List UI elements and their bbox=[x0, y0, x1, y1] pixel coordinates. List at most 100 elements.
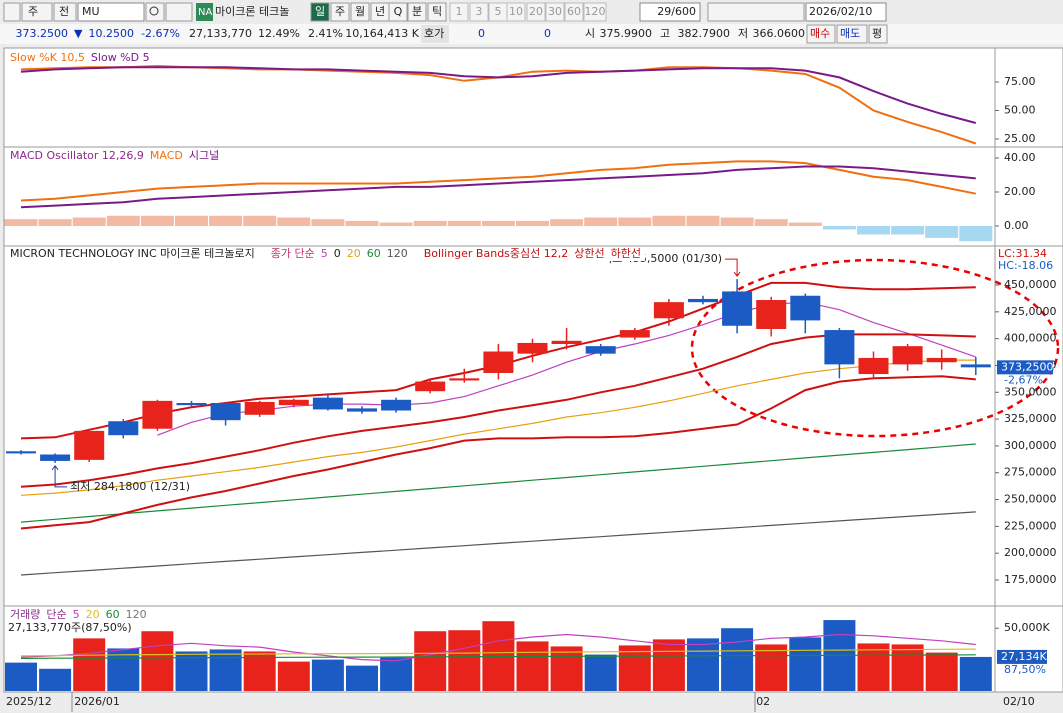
bar bbox=[687, 638, 719, 691]
bar bbox=[106, 215, 140, 226]
candle-body bbox=[176, 403, 207, 406]
open-label: 시 bbox=[585, 27, 595, 40]
candle-body bbox=[278, 399, 309, 406]
candle-body bbox=[653, 302, 684, 319]
period-select[interactable] bbox=[21, 2, 53, 22]
date-input[interactable] bbox=[805, 2, 887, 22]
bar bbox=[277, 217, 311, 226]
minute-button[interactable] bbox=[583, 2, 607, 22]
bar bbox=[652, 215, 686, 226]
bar bbox=[891, 644, 924, 691]
bar bbox=[243, 215, 277, 226]
minute-button[interactable] bbox=[545, 2, 565, 22]
avg-button[interactable] bbox=[868, 24, 888, 44]
menu-button[interactable] bbox=[3, 2, 21, 22]
bar bbox=[345, 220, 379, 226]
line bbox=[20, 654, 976, 659]
interval: 분 bbox=[412, 5, 422, 18]
change: 10.2500 bbox=[89, 27, 135, 40]
minute-button[interactable] bbox=[469, 2, 489, 22]
bar bbox=[39, 668, 72, 691]
quote-bar bbox=[0, 24, 1063, 44]
high: 382.7900 bbox=[678, 27, 731, 40]
line bbox=[20, 511, 976, 576]
symbol: MU bbox=[82, 5, 100, 18]
legend-entry: 60 bbox=[106, 608, 120, 621]
candle-body bbox=[449, 378, 480, 381]
legend-entry: 종가 단순 bbox=[271, 247, 315, 260]
minute: 20 bbox=[529, 5, 543, 18]
bar bbox=[891, 225, 925, 235]
minute-button[interactable] bbox=[449, 2, 469, 22]
bar bbox=[652, 639, 685, 691]
y-tick-label: 425,0000 bbox=[1004, 305, 1057, 318]
bar bbox=[38, 219, 72, 226]
minute-button[interactable] bbox=[526, 2, 546, 22]
legend-entry: 0 bbox=[334, 247, 341, 260]
minute: 10 bbox=[509, 5, 523, 18]
low-label: 저 bbox=[738, 27, 748, 40]
line bbox=[20, 633, 976, 662]
count: 29/600 bbox=[657, 5, 696, 18]
bar bbox=[755, 644, 788, 691]
tool-buttons[interactable] bbox=[707, 2, 805, 22]
candle-body bbox=[6, 451, 36, 454]
legend-entry: 단순 bbox=[46, 608, 66, 621]
line bbox=[20, 160, 976, 202]
ratio: 2.41% bbox=[308, 27, 343, 40]
minute-button[interactable] bbox=[506, 2, 526, 22]
last-volume-label: 27,134K bbox=[1001, 650, 1047, 663]
bar bbox=[4, 219, 38, 226]
interval-button[interactable] bbox=[427, 2, 447, 22]
interval: 년 bbox=[375, 5, 385, 18]
y-tick-label: 250,0000 bbox=[1004, 493, 1057, 506]
interval: Q bbox=[394, 5, 403, 18]
buy-button[interactable] bbox=[806, 24, 836, 44]
minute: 30 bbox=[548, 5, 562, 18]
legend-entry: MACD Oscillator 12,26,9 bbox=[10, 149, 144, 162]
minute: 3 bbox=[476, 5, 483, 18]
interval-button[interactable] bbox=[310, 2, 330, 22]
bar bbox=[413, 220, 447, 226]
price: 373.2500 bbox=[16, 27, 69, 40]
count-input[interactable] bbox=[639, 2, 701, 22]
line bbox=[20, 66, 977, 124]
interval-button[interactable] bbox=[330, 2, 350, 22]
sell-button[interactable] bbox=[836, 24, 868, 44]
bar bbox=[822, 225, 856, 230]
candle-body bbox=[74, 430, 105, 460]
interval-button[interactable] bbox=[350, 2, 370, 22]
legend-entry: Slow %D 5 bbox=[91, 51, 150, 64]
sound-button[interactable] bbox=[165, 2, 193, 22]
y-tick-label: 50.00 bbox=[1004, 103, 1036, 116]
highlight-ellipse bbox=[690, 258, 1060, 438]
legend-entry: 거래량 bbox=[10, 608, 40, 621]
symbol-input[interactable] bbox=[77, 2, 145, 22]
change-pct: -2.67% bbox=[141, 27, 180, 40]
interval-button[interactable] bbox=[407, 2, 427, 22]
bar bbox=[5, 662, 37, 691]
y-tick-label: 40.00 bbox=[1004, 151, 1036, 164]
y-tick-label: 450,0000 bbox=[1004, 278, 1057, 291]
interval: 주 bbox=[335, 5, 345, 18]
last-price-label: 373,2500 bbox=[1001, 360, 1054, 373]
interval-button[interactable] bbox=[388, 2, 408, 22]
mode-select[interactable] bbox=[53, 2, 77, 22]
exchange-badge bbox=[196, 3, 213, 21]
bar bbox=[175, 215, 208, 226]
candle-body bbox=[926, 357, 957, 363]
minute-button[interactable] bbox=[564, 2, 584, 22]
lc-label: LC:31.34 bbox=[998, 247, 1047, 260]
search-button[interactable] bbox=[145, 2, 165, 22]
last-volume-ratio: 87,50% bbox=[1004, 663, 1046, 676]
candle-body bbox=[688, 298, 718, 303]
candle-body bbox=[483, 351, 514, 373]
amount: 10,164,413 K bbox=[345, 27, 419, 40]
search-icon bbox=[149, 6, 159, 16]
y-tick-label: 225,0000 bbox=[1004, 519, 1057, 532]
legend-entry: Bollinger Bands중심선 12,2 bbox=[424, 247, 569, 260]
bar bbox=[140, 215, 174, 226]
bar bbox=[550, 646, 583, 691]
last-price-box bbox=[997, 360, 1053, 375]
